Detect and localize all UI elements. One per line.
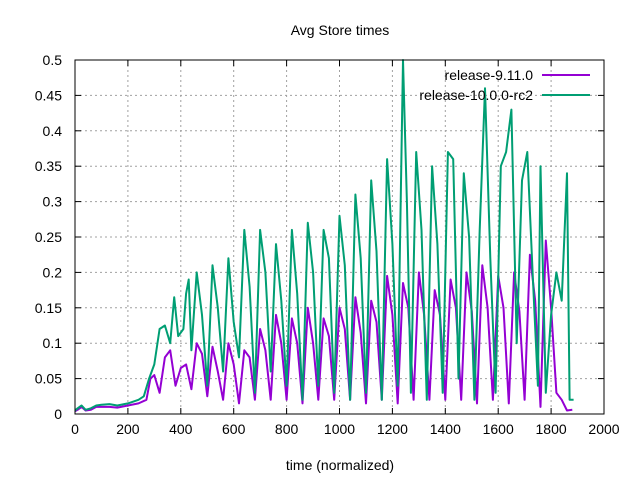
x-tick-label: 0 [71, 421, 79, 437]
y-tick-label: 0.4 [43, 123, 63, 139]
y-tick-label: 0.05 [35, 371, 62, 387]
y-tick-label: 0.25 [35, 229, 62, 245]
series-layer [74, 59, 574, 413]
x-tick-label: 1400 [430, 421, 461, 437]
x-tick-label: 800 [275, 421, 299, 437]
axis-ticks: 0 200 400 600 800 1000 1200 1400 1600 1800 2000 0 0.… [35, 52, 620, 437]
x-tick-label: 400 [169, 421, 193, 437]
x-tick-label: 1800 [536, 421, 567, 437]
y-tick-label: 0.15 [35, 300, 62, 316]
y-tick-label: 0.45 [35, 87, 62, 103]
legend-label: release-10.0.0-rc2 [419, 87, 533, 103]
y-tick-label: 0.35 [35, 158, 62, 174]
chart-title: Avg Store times [291, 22, 390, 38]
y-tick-label: 0.2 [43, 264, 63, 280]
series-line-1 [74, 239, 573, 413]
x-tick-label: 200 [116, 421, 140, 437]
legend: release-9.11.0 release-10.0.0-rc2 [419, 67, 590, 103]
x-axis-label: time (normalized) [286, 457, 394, 473]
x-tick-label: 1200 [377, 421, 408, 437]
y-tick-label: 0 [54, 406, 62, 422]
y-tick-label: 0.5 [43, 52, 63, 68]
x-tick-label: 1600 [483, 421, 514, 437]
y-tick-label: 0.3 [43, 194, 63, 210]
legend-label: release-9.11.0 [445, 67, 534, 83]
x-tick-label: 1000 [324, 421, 355, 437]
series-line-2 [74, 59, 574, 412]
x-tick-label: 2000 [588, 421, 619, 437]
x-tick-label: 600 [222, 421, 246, 437]
y-tick-label: 0.1 [43, 335, 63, 351]
